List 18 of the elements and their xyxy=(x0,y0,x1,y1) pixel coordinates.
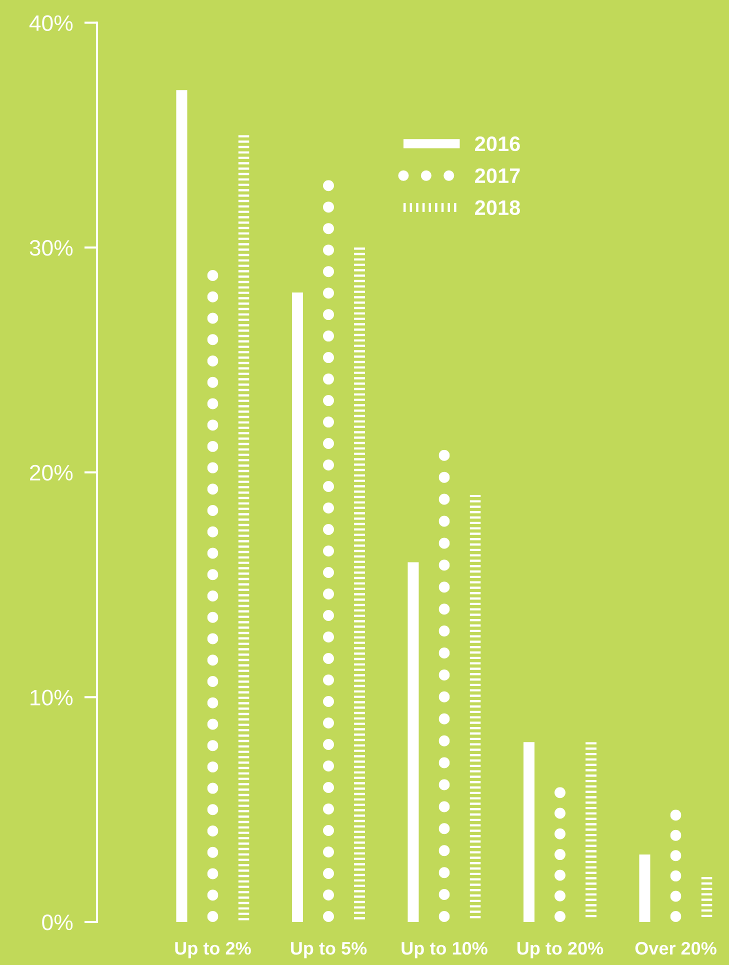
bar xyxy=(176,90,188,922)
y-tick-label: 10% xyxy=(30,690,73,706)
y-tick-label: 40% xyxy=(29,15,73,31)
legend-label: 2017 xyxy=(475,168,520,184)
bar xyxy=(639,854,650,922)
x-tick-label: Over 20% xyxy=(635,942,716,955)
bar xyxy=(523,742,534,922)
bar xyxy=(292,292,303,922)
legend-label: 2016 xyxy=(475,136,520,152)
y-tick-label: 0% xyxy=(42,914,73,930)
legend-label: 2018 xyxy=(475,200,520,216)
bar xyxy=(408,562,419,922)
y-tick-label: 20% xyxy=(30,464,73,481)
x-tick-label: Up to 5% xyxy=(290,942,367,958)
x-tick-label: Up to 10% xyxy=(402,942,488,958)
x-tick-label: Up to 2% xyxy=(175,942,251,958)
y-tick-label: 30% xyxy=(30,240,73,256)
x-tick-label: Up to 20% xyxy=(517,942,604,958)
